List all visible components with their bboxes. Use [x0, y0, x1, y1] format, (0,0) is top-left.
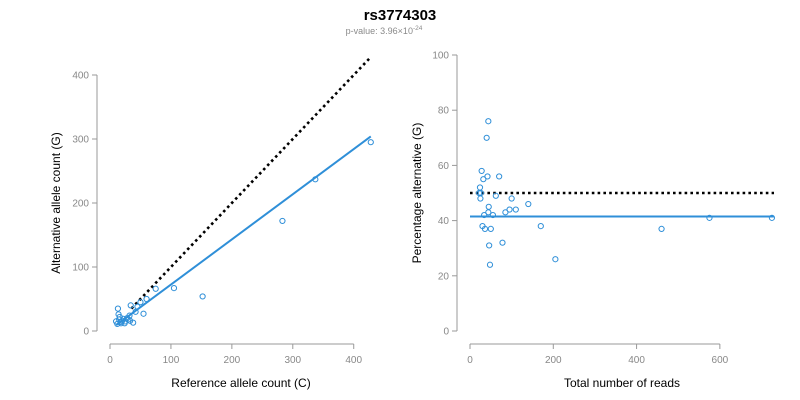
data-point	[706, 214, 713, 221]
data-point	[367, 139, 374, 146]
p-value-text: p-value: 3.96×10	[346, 26, 413, 36]
allele-count-scatter-panel: 0 100 200 300 400 0 100 200 300 400 Reference alle…	[49, 56, 374, 390]
data-point	[140, 310, 147, 317]
figure-title: rs3774303	[364, 7, 437, 24]
data-point	[481, 225, 489, 232]
data-point	[487, 225, 494, 232]
data-point	[279, 217, 286, 225]
data-point	[485, 203, 492, 210]
data-point	[132, 308, 139, 315]
reference-line	[130, 56, 372, 310]
data-point	[502, 209, 509, 216]
percentage-alternative-scatter-panel: 0 200 400 600 0 20 40 60 80 100 Total number of re…	[410, 51, 776, 390]
y-tick-label: 80	[438, 106, 450, 117]
data-point	[477, 195, 484, 202]
data-point	[134, 303, 141, 310]
data-point	[486, 261, 494, 268]
x-tick-label: 200	[224, 355, 241, 366]
data-point	[658, 225, 665, 232]
x-tick-label: 400	[628, 355, 645, 366]
data-point	[508, 195, 515, 202]
y-tick-label: 60	[438, 161, 450, 172]
data-point	[492, 192, 499, 199]
data-point	[481, 211, 488, 219]
data-point	[114, 305, 122, 312]
data-point	[768, 214, 776, 221]
data-point	[137, 299, 144, 306]
data-point	[152, 285, 159, 292]
x-axis-title: Total number of reads	[564, 376, 680, 390]
data-point	[312, 176, 319, 183]
data-point	[127, 317, 134, 324]
x-tick-label: 0	[107, 355, 113, 366]
y-axis-title: Alternative allele count (G)	[49, 132, 63, 273]
data-point	[484, 173, 491, 180]
data-point	[483, 134, 490, 141]
y-tick-label: 20	[438, 271, 450, 282]
fit-line	[115, 135, 372, 327]
x-tick-label: 0	[467, 355, 473, 366]
figure-subtitle: p-value: 3.96×10-24	[346, 25, 423, 36]
data-point	[537, 223, 544, 230]
data-point	[485, 118, 492, 125]
y-tick-label: 0	[83, 327, 89, 338]
data-point	[143, 295, 150, 303]
data-point	[486, 242, 493, 249]
y-tick-label: 100	[72, 263, 89, 274]
x-tick-label: 300	[284, 355, 301, 366]
y-tick-label: 400	[72, 71, 89, 82]
y-tick-label: 300	[72, 135, 89, 146]
y-tick-label: 100	[432, 51, 449, 62]
y-axis-title: Percentage alternative (G)	[410, 123, 424, 264]
data-point	[525, 200, 532, 208]
data-point	[489, 211, 497, 219]
x-tick-label: 100	[163, 355, 180, 366]
x-tick-label: 400	[345, 355, 362, 366]
y-tick-label: 0	[443, 327, 449, 338]
data-point	[499, 239, 506, 246]
data-point	[476, 184, 484, 191]
y-tick-label: 40	[438, 216, 450, 227]
data-point	[480, 176, 487, 183]
p-value-exponent: -24	[413, 25, 423, 32]
data-point	[127, 302, 134, 309]
x-axis-title: Reference allele count (C)	[171, 376, 310, 390]
y-tick-label: 200	[72, 199, 89, 210]
data-point	[170, 285, 178, 292]
data-point	[478, 167, 485, 175]
data-point	[496, 173, 503, 180]
x-tick-label: 600	[712, 355, 729, 366]
data-point	[552, 256, 559, 263]
x-tick-label: 200	[545, 355, 562, 366]
data-point	[130, 319, 137, 326]
data-point	[477, 189, 484, 197]
data-point	[506, 206, 513, 213]
data-point	[512, 206, 519, 213]
data-point	[199, 293, 206, 300]
